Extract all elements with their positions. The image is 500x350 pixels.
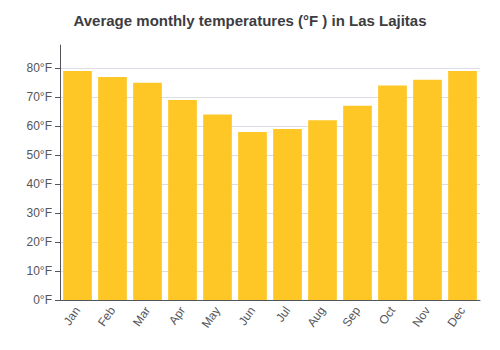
svg-text:Sep: Sep (340, 304, 364, 330)
svg-text:30°F: 30°F (27, 206, 52, 220)
svg-text:0°F: 0°F (33, 293, 52, 307)
svg-text:Jun: Jun (236, 304, 259, 328)
svg-text:Oct: Oct (376, 303, 399, 327)
svg-text:60°F: 60°F (27, 119, 52, 133)
svg-text:Aug: Aug (305, 304, 329, 330)
svg-text:20°F: 20°F (27, 235, 52, 249)
svg-text:Feb: Feb (95, 304, 119, 329)
svg-text:Mar: Mar (130, 304, 153, 329)
svg-text:Average monthly temperatures (: Average monthly temperatures (°F ) in La… (73, 12, 426, 29)
svg-text:Apr: Apr (166, 304, 188, 327)
svg-text:Jan: Jan (61, 304, 84, 328)
svg-text:Dec: Dec (445, 304, 469, 330)
svg-text:40°F: 40°F (27, 177, 52, 191)
svg-text:Nov: Nov (410, 304, 434, 330)
svg-text:Jul: Jul (273, 304, 293, 325)
svg-text:80°F: 80°F (27, 61, 52, 75)
svg-text:50°F: 50°F (27, 148, 52, 162)
svg-text:10°F: 10°F (27, 264, 52, 278)
svg-text:70°F: 70°F (27, 90, 52, 104)
svg-text:May: May (199, 304, 223, 331)
